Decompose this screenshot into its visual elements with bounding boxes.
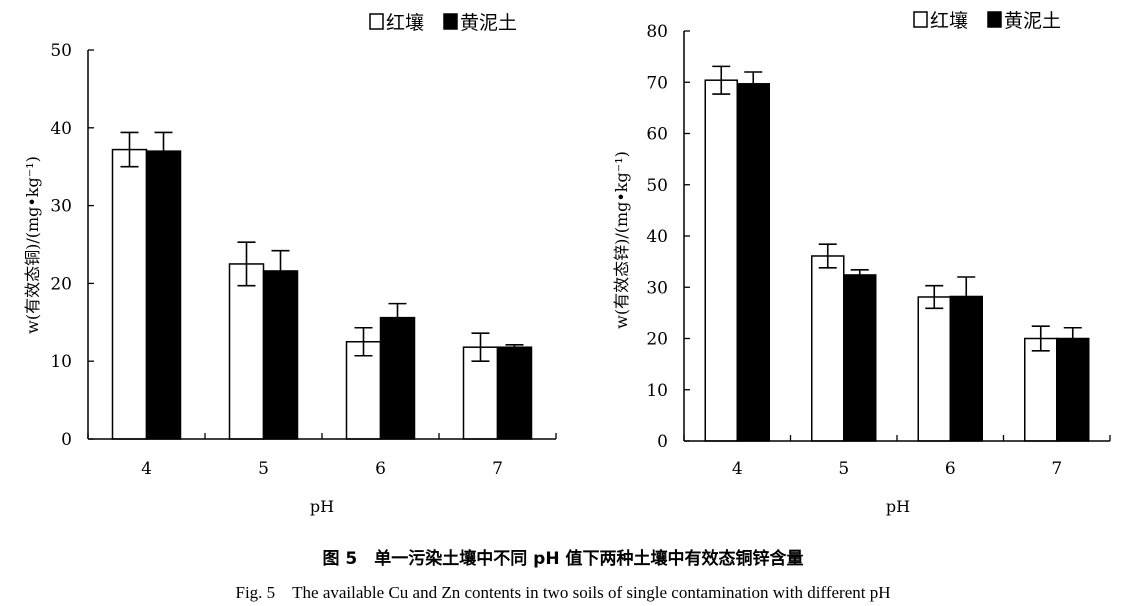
- legend-label-huangnitu: 黄泥土: [1004, 10, 1061, 32]
- bar-huangnitu: [843, 274, 877, 442]
- legend-label-huangnitu: 黄泥土: [460, 12, 517, 34]
- legend-label-hongrang: 红壤: [386, 12, 424, 34]
- bar-huangnitu: [1056, 337, 1090, 442]
- y-tick-label: 70: [646, 73, 668, 93]
- x-tick-label: 6: [375, 459, 386, 479]
- legend-swatch-huangnitu: [443, 13, 458, 30]
- x-axis-label: pH: [310, 497, 334, 516]
- bar-huangnitu: [496, 346, 533, 440]
- y-tick-label: 20: [50, 274, 72, 294]
- x-tick-label: 7: [1051, 459, 1062, 479]
- legend-swatch-hongrang: [913, 11, 928, 28]
- bar-hongrang: [704, 79, 738, 442]
- legend-swatch-hongrang: [369, 13, 384, 30]
- caption-english: Fig. 5 The available Cu and Zn contents …: [235, 583, 891, 602]
- caption-chinese: 图 5 单一污染土壤中不同 pH 值下两种土壤中有效态铜锌含量: [322, 549, 804, 569]
- y-tick-label: 10: [50, 352, 72, 372]
- y-tick-label: 50: [646, 176, 668, 196]
- x-tick-label: 4: [732, 459, 743, 479]
- x-tick-label: 5: [838, 459, 849, 479]
- chart-copper: 0 10 20 30 40 50 4 5 6 7 pH w(有效态铜)/(mg•kg⁻¹) 红壤 黄泥土: [23, 12, 557, 516]
- legend-label-hongrang: 红壤: [930, 10, 968, 32]
- y-tick-label: 40: [646, 227, 668, 247]
- y-tick-label: 60: [646, 125, 668, 145]
- bar-huangnitu: [736, 83, 770, 442]
- y-axis-label: w(有效态铜)/(mg•kg⁻¹): [23, 156, 42, 334]
- x-tick-label: 4: [141, 459, 152, 479]
- y-axis-label: w(有效态锌)/(mg•kg⁻¹): [612, 151, 631, 329]
- y-tick-label: 30: [646, 278, 668, 298]
- y-tick-label: 0: [657, 432, 668, 452]
- bar-hongrang: [1024, 337, 1058, 442]
- bar-hongrang: [811, 255, 845, 442]
- x-tick-label: 6: [945, 459, 956, 479]
- y-tick-label: 0: [61, 430, 72, 450]
- bar-huangnitu: [379, 316, 416, 440]
- y-tick-label: 20: [646, 330, 668, 350]
- bar-huangnitu: [949, 295, 983, 442]
- bar-hongrang: [111, 148, 148, 440]
- x-axis-label: pH: [886, 497, 910, 516]
- y-tick-label: 40: [50, 119, 72, 139]
- bar-huangnitu: [262, 270, 299, 440]
- x-tick-label: 5: [258, 459, 269, 479]
- bar-huangnitu: [145, 150, 182, 440]
- y-tick-label: 30: [50, 197, 72, 217]
- y-tick-label: 10: [646, 381, 668, 401]
- bar-hongrang: [228, 263, 265, 440]
- bar-hongrang: [917, 296, 951, 442]
- y-tick-label: 50: [50, 41, 72, 61]
- legend-swatch-huangnitu: [987, 11, 1002, 28]
- y-tick-label: 80: [646, 22, 668, 42]
- x-tick-label: 7: [492, 459, 503, 479]
- chart-zinc: 0 10 20 30 40 50 60 70 80 4 5 6 7 pH w(有效态锌)/(mg•kg⁻¹)…: [612, 10, 1111, 516]
